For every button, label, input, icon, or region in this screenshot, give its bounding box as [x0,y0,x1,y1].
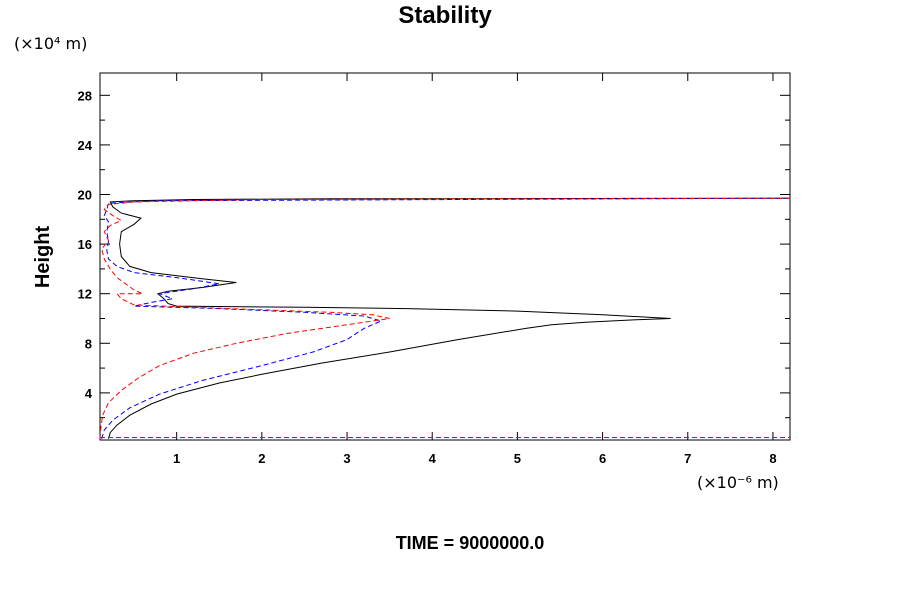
y-axis-unit: (×10⁴ m) [14,34,87,53]
y-tick-label: 8 [85,336,92,351]
series-line-1 [101,197,791,439]
y-tick-label: 16 [78,237,92,252]
y-tick-label: 28 [78,88,92,103]
x-tick-label: 3 [343,451,350,466]
y-tick-label: 24 [78,138,93,153]
y-axis-label: Height [32,226,54,289]
x-axis-ticks: 1 2 3 4 5 6 7 8 [173,73,777,466]
y-tick-label: 12 [78,287,92,302]
x-axis-unit: (×10⁻⁶ m) [697,473,779,492]
y-axis-ticks: 4 8 12 16 20 24 28 [78,88,790,401]
series-line-0 [108,197,791,439]
x-tick-label: 6 [599,451,606,466]
x-tick-label: 1 [173,451,180,466]
series-line-2 [99,197,791,439]
x-tick-label: 2 [258,451,265,466]
x-tick-label: 8 [769,451,776,466]
plot-frame [99,72,791,441]
x-tick-label: 7 [684,451,691,466]
x-tick-label: 4 [429,451,437,466]
y-minor-ticks [100,119,790,419]
series-layer [99,197,791,439]
y-tick-label: 4 [85,386,93,401]
time-label: TIME = 9000000.0 [396,533,545,553]
x-tick-label: 5 [514,451,521,466]
y-tick-label: 20 [78,188,92,203]
chart-title: Stability [398,2,492,29]
